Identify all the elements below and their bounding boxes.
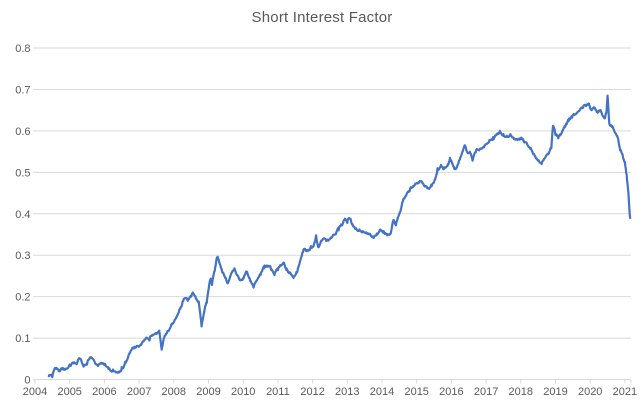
x-axis-label: 2014 [370,386,394,398]
x-axis-label: 2018 [509,386,533,398]
y-axis-label: 0.7 [15,84,30,96]
x-axis-label: 2021 [613,386,637,398]
y-axis-label: 0.5 [15,167,30,179]
x-axis-label: 2011 [266,386,290,398]
y-axis-label: 0.4 [15,209,30,221]
y-axis-label: 0.1 [15,333,30,345]
x-axis-label: 2019 [543,386,567,398]
y-axis-label: 0.6 [15,126,30,138]
x-axis-label: 2007 [127,386,151,398]
series-line-short-interest-factor [47,94,632,379]
x-axis-label: 2009 [196,386,220,398]
chart-title: Short Interest Factor [251,9,393,26]
x-axis-label: 2004 [23,386,47,398]
x-axis-label: 2016 [439,386,463,398]
x-axis-label: 2020 [578,386,602,398]
y-axis-label: 0.8 [15,43,30,55]
x-axis-label: 2015 [404,386,428,398]
y-axis-label: 0.3 [15,250,30,262]
x-axis-label: 2006 [92,386,116,398]
x-axis-label: 2010 [231,386,255,398]
y-axis-label: 0.2 [15,292,30,304]
x-axis-label: 2013 [335,386,359,398]
x-axis-label: 2008 [162,386,186,398]
x-axis-label: 2017 [474,386,498,398]
y-axis-label: 0 [24,375,30,387]
x-axis-label: 2005 [57,386,81,398]
x-axis-label: 2012 [300,386,324,398]
